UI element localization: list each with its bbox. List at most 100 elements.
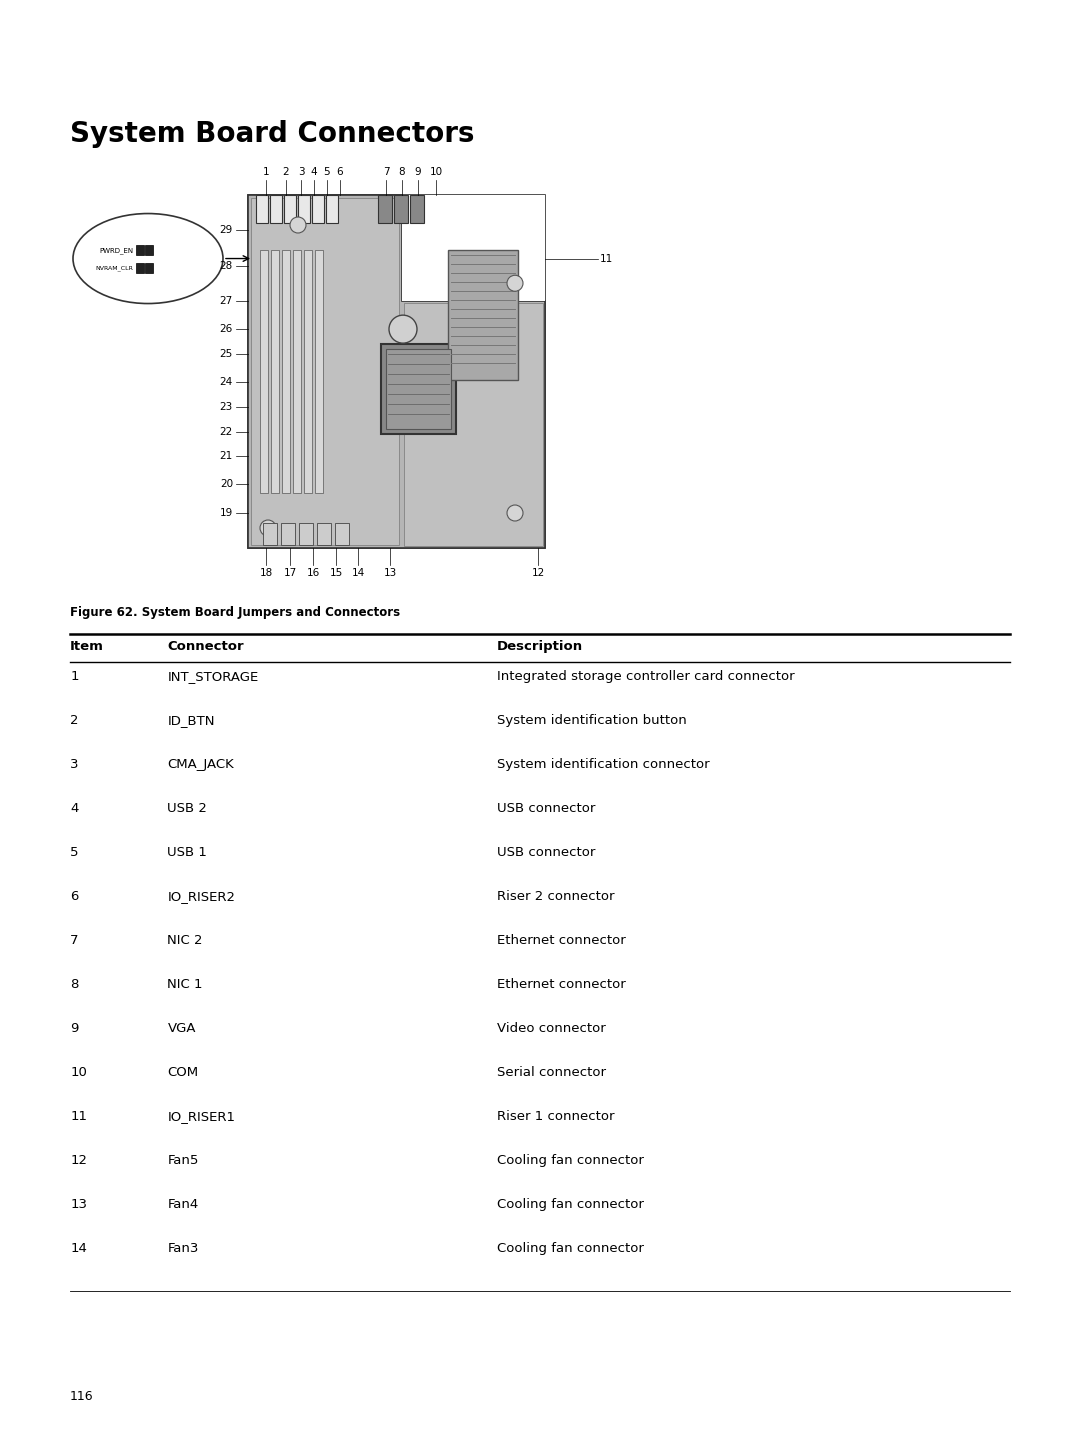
Text: 11: 11 [600, 254, 613, 264]
Text: 10: 10 [70, 1065, 87, 1078]
Text: 14: 14 [351, 568, 365, 578]
Text: 19: 19 [219, 508, 233, 518]
Text: 15: 15 [329, 568, 342, 578]
Text: 3: 3 [70, 759, 79, 771]
Text: 7: 7 [382, 166, 389, 176]
Text: VGA: VGA [167, 1022, 195, 1035]
Bar [293, 250, 301, 493]
Text: IO_RISER2: IO_RISER2 [167, 891, 235, 903]
Text: 10: 10 [430, 166, 443, 176]
Text: Integrated storage controller card connector: Integrated storage controller card conne… [497, 670, 795, 683]
Text: Cooling fan connector: Cooling fan connector [497, 1197, 644, 1210]
Text: 8: 8 [70, 978, 79, 991]
Text: 6: 6 [337, 166, 343, 176]
Text: Riser 2 connector: Riser 2 connector [497, 891, 615, 903]
Text: USB 2: USB 2 [167, 802, 207, 815]
Text: 18: 18 [259, 568, 272, 578]
Text: 25: 25 [219, 348, 233, 358]
Bar [403, 195, 545, 301]
Bar [264, 523, 276, 545]
Bar [303, 250, 312, 493]
Bar [378, 195, 392, 224]
Text: 20: 20 [220, 479, 233, 489]
Text: INT_STORAGE: INT_STORAGE [167, 670, 258, 683]
Text: Ethernet connector: Ethernet connector [497, 978, 625, 991]
Text: 2: 2 [283, 166, 289, 176]
Bar [394, 195, 408, 224]
Text: System identification connector: System identification connector [497, 759, 710, 771]
Bar [448, 250, 518, 380]
Text: 3: 3 [298, 166, 305, 176]
Text: 13: 13 [70, 1197, 87, 1210]
Bar [145, 245, 153, 255]
Text: 7: 7 [70, 934, 79, 946]
Text: 9: 9 [415, 166, 421, 176]
Text: 8: 8 [399, 166, 405, 176]
Bar [282, 250, 291, 493]
Bar [386, 348, 450, 429]
Text: 5: 5 [324, 166, 330, 176]
Bar [260, 250, 268, 493]
Bar [335, 523, 349, 545]
Text: 21: 21 [219, 452, 233, 462]
Text: 116: 116 [70, 1390, 94, 1402]
Circle shape [260, 521, 276, 536]
Polygon shape [248, 195, 545, 548]
Text: 24: 24 [219, 377, 233, 387]
Text: Description: Description [497, 640, 583, 652]
Bar [312, 195, 324, 224]
Bar [326, 195, 338, 224]
Text: 14: 14 [70, 1242, 87, 1255]
Text: Connector: Connector [167, 640, 244, 652]
Text: Fan4: Fan4 [167, 1197, 199, 1210]
Text: System Board Connectors: System Board Connectors [70, 120, 474, 148]
Bar [251, 198, 400, 545]
Bar [145, 262, 153, 272]
Circle shape [507, 275, 523, 291]
Text: 27: 27 [219, 295, 233, 305]
Text: 16: 16 [307, 568, 320, 578]
Bar [404, 303, 543, 546]
Text: 4: 4 [311, 166, 318, 176]
Bar [410, 195, 424, 224]
Bar [315, 250, 323, 493]
Text: 23: 23 [219, 402, 233, 412]
Text: 9: 9 [70, 1022, 79, 1035]
Text: PWRD_EN: PWRD_EN [99, 247, 133, 254]
Text: 11: 11 [70, 1110, 87, 1123]
Text: 22: 22 [219, 426, 233, 436]
Text: 28: 28 [219, 261, 233, 271]
Bar [248, 195, 545, 548]
Bar [298, 195, 310, 224]
Text: NVRAM_CLR: NVRAM_CLR [95, 265, 133, 271]
Text: NIC 2: NIC 2 [167, 934, 203, 946]
Text: IO_RISER1: IO_RISER1 [167, 1110, 235, 1123]
Text: COM: COM [167, 1065, 199, 1078]
Text: 13: 13 [383, 568, 396, 578]
Text: Cooling fan connector: Cooling fan connector [497, 1242, 644, 1255]
Text: 2: 2 [70, 714, 79, 727]
Bar [299, 523, 313, 545]
Text: USB 1: USB 1 [167, 846, 207, 859]
Text: USB connector: USB connector [497, 802, 595, 815]
Bar [284, 195, 296, 224]
Text: Figure 62. System Board Jumpers and Connectors: Figure 62. System Board Jumpers and Conn… [70, 607, 400, 619]
Circle shape [389, 315, 417, 343]
Text: Riser 1 connector: Riser 1 connector [497, 1110, 615, 1123]
Text: Fan5: Fan5 [167, 1154, 199, 1167]
Bar [380, 344, 456, 435]
Text: ID_BTN: ID_BTN [167, 714, 215, 727]
Text: 12: 12 [531, 568, 544, 578]
Text: CMA_JACK: CMA_JACK [167, 759, 234, 771]
Text: Item: Item [70, 640, 104, 652]
Text: Serial connector: Serial connector [497, 1065, 606, 1078]
Text: 17: 17 [283, 568, 297, 578]
Text: 29: 29 [219, 225, 233, 235]
Text: 6: 6 [70, 891, 79, 903]
Text: 5: 5 [70, 846, 79, 859]
Circle shape [507, 505, 523, 521]
Text: 1: 1 [70, 670, 79, 683]
Ellipse shape [73, 214, 222, 304]
Circle shape [291, 217, 306, 232]
Text: Video connector: Video connector [497, 1022, 606, 1035]
